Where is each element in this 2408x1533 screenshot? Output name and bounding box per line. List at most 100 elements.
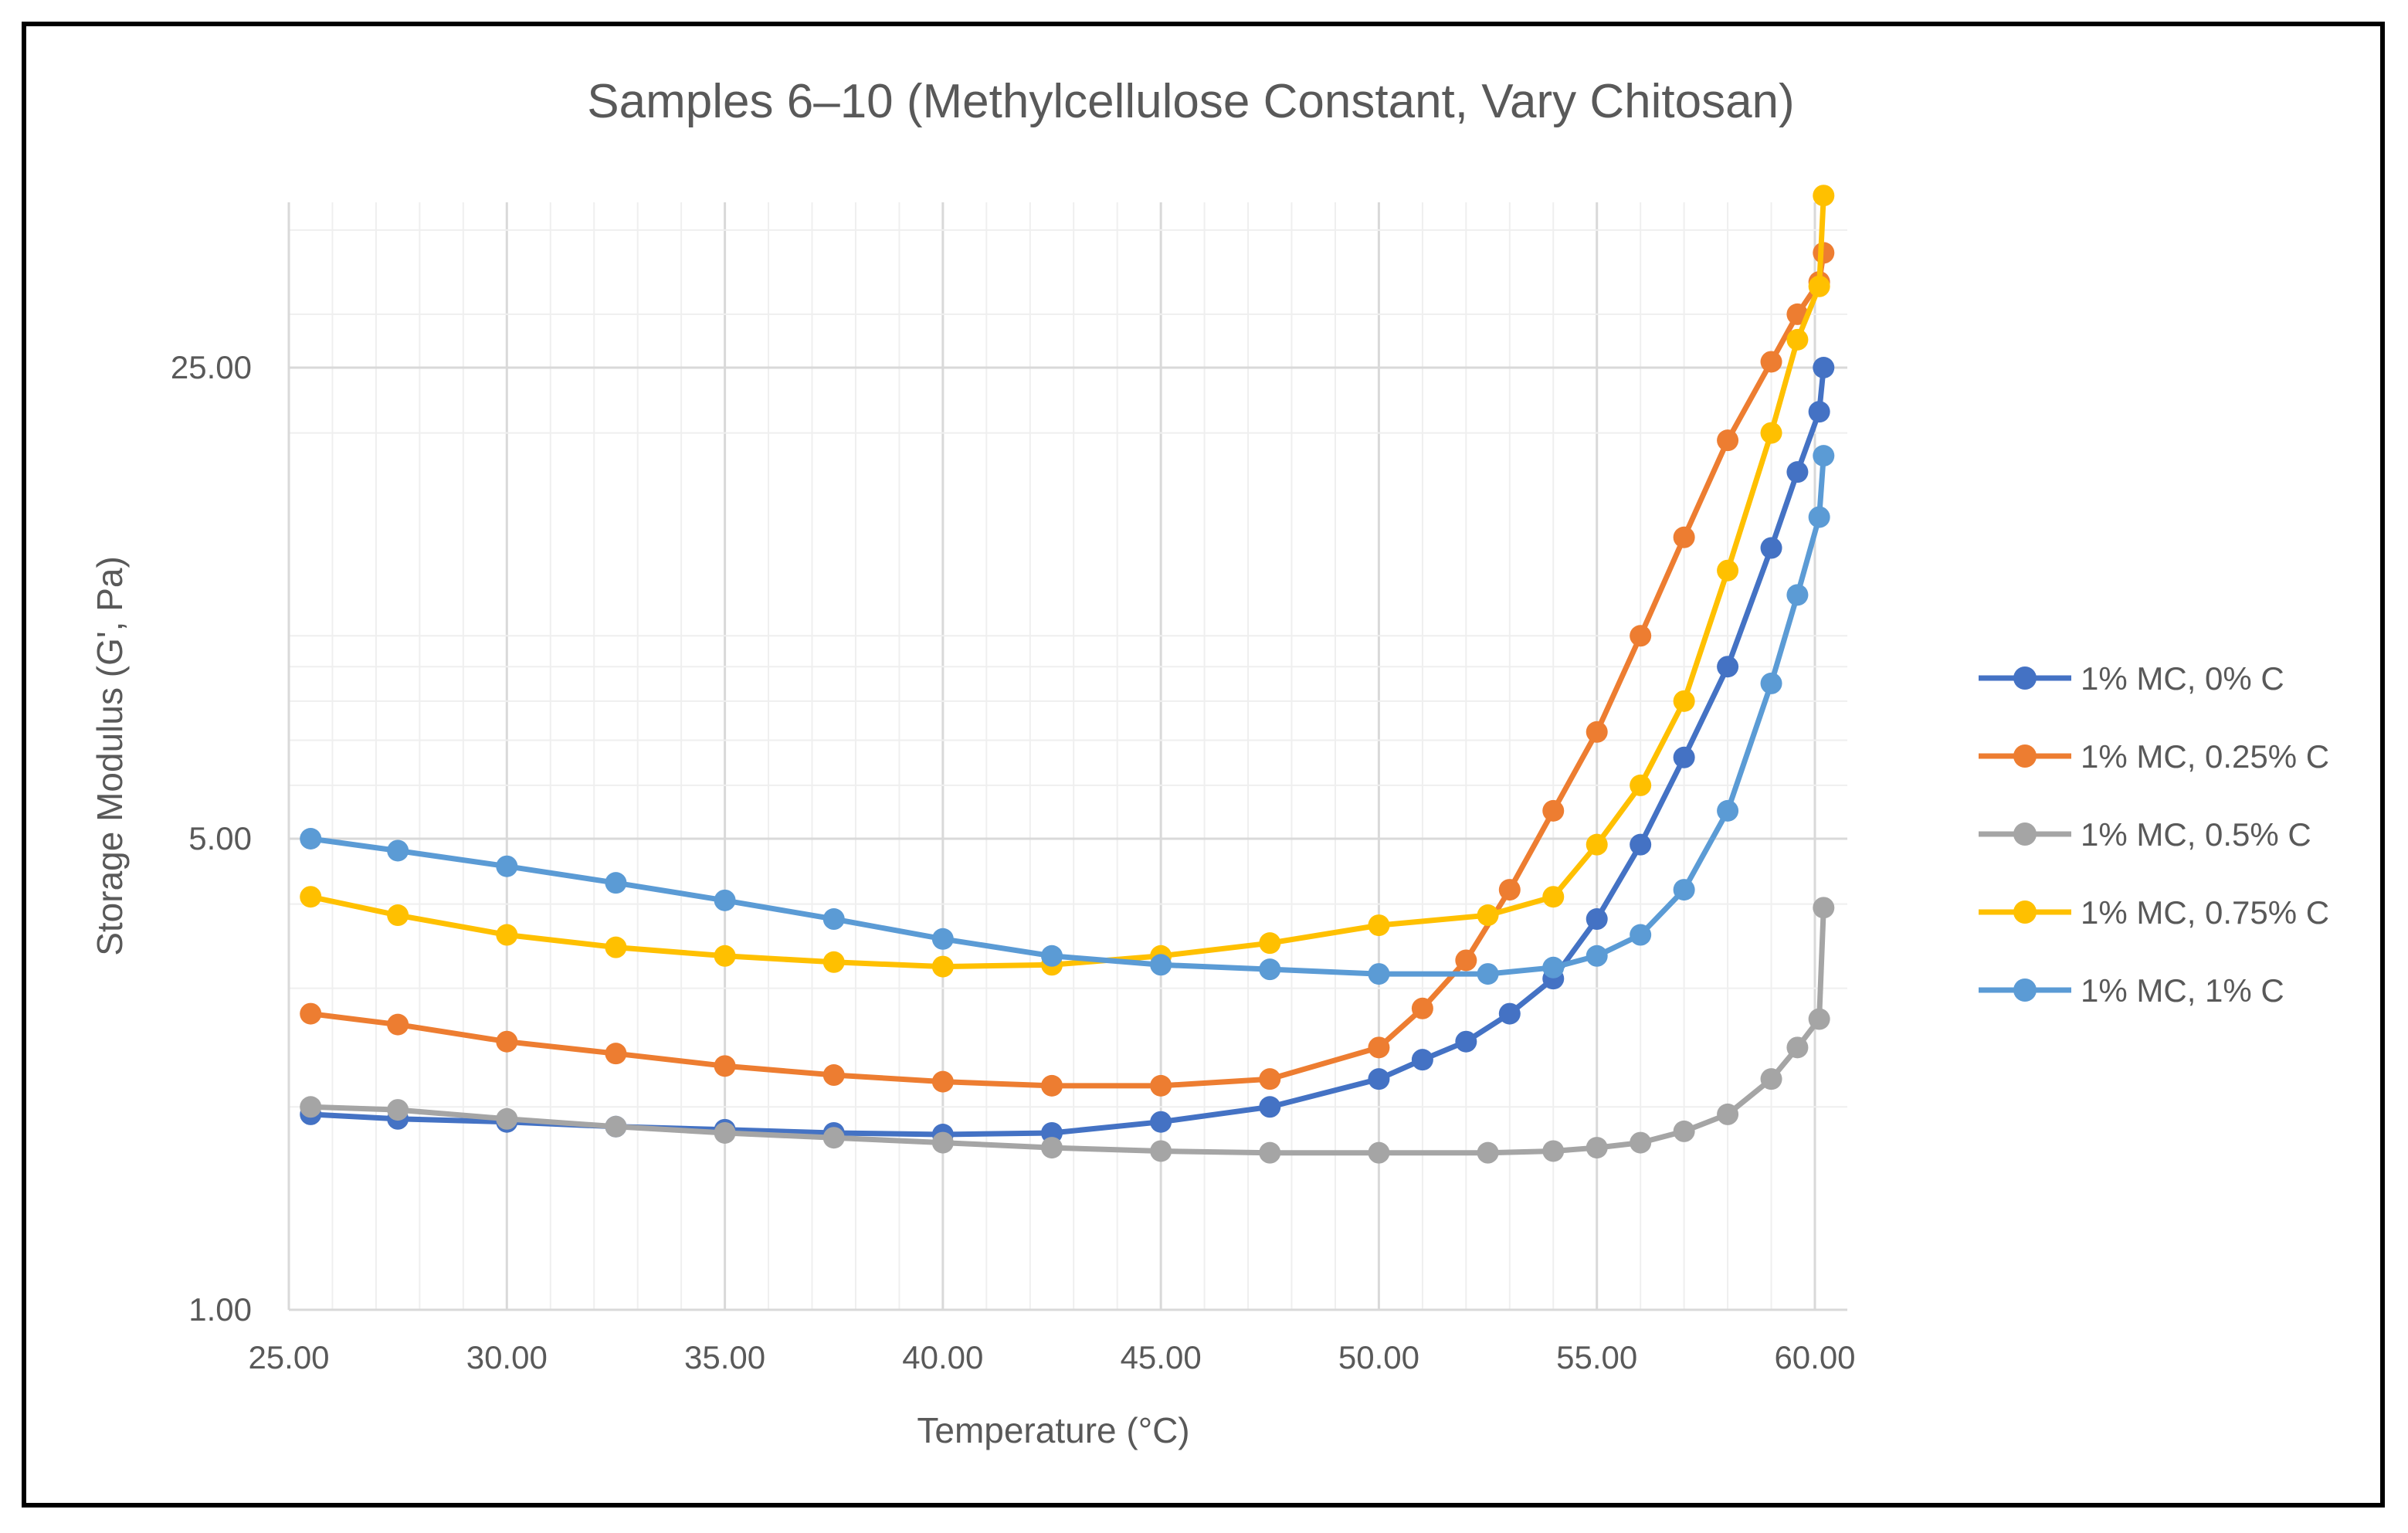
data-point [1786, 584, 1809, 606]
data-point [1586, 908, 1608, 931]
data-point [1259, 1096, 1281, 1118]
legend-marker [2013, 978, 2037, 1002]
data-point [1786, 461, 1809, 483]
data-point [1150, 1140, 1172, 1162]
data-point [1259, 958, 1281, 981]
data-point [496, 1107, 518, 1130]
data-point [1041, 1137, 1063, 1159]
x-tick-label: 35.00 [684, 1339, 765, 1375]
data-point [1760, 1068, 1782, 1090]
x-tick-label: 25.00 [248, 1339, 329, 1375]
data-point [1813, 357, 1835, 378]
data-point [1586, 945, 1608, 967]
data-point [1041, 1074, 1063, 1097]
data-point [1542, 886, 1565, 908]
x-tick-label: 50.00 [1338, 1339, 1419, 1375]
data-point [1813, 897, 1835, 919]
data-point [1760, 351, 1782, 373]
data-point [1673, 526, 1695, 548]
data-point [714, 1055, 736, 1077]
x-tick-label: 55.00 [1556, 1339, 1637, 1375]
x-tick-label: 45.00 [1121, 1339, 1202, 1375]
data-point [1498, 1002, 1521, 1025]
data-point [1542, 956, 1565, 978]
data-point [300, 828, 322, 850]
data-point [822, 1064, 845, 1087]
legend-marker [2013, 822, 2037, 846]
y-tick-label: 25.00 [171, 349, 252, 385]
data-point [1717, 559, 1739, 582]
legend-item: 1% MC, 1% C [1979, 972, 2284, 1009]
legend-item: 1% MC, 0% C [1979, 660, 2284, 697]
data-point [1455, 1030, 1477, 1053]
data-point [387, 904, 409, 927]
y-tick-label: 5.00 [188, 820, 252, 856]
data-point [1717, 799, 1739, 822]
data-point [822, 908, 845, 931]
data-point [387, 1013, 409, 1036]
data-point [1808, 1008, 1830, 1030]
data-point [1673, 746, 1695, 768]
data-point [496, 1030, 518, 1053]
data-point [931, 1070, 954, 1093]
axes [287, 202, 1847, 1311]
x-tick-labels: 25.00 30.00 35.00 40.00 45.00 50.00 55.00 60.00 [248, 1339, 1855, 1375]
legend-label: 1% MC, 0% C [2081, 660, 2284, 697]
data-point [605, 1115, 627, 1138]
data-point [1630, 774, 1652, 796]
data-point [1368, 914, 1390, 937]
data-point [1630, 625, 1652, 647]
series-4 [300, 185, 1835, 978]
data-point [300, 1096, 322, 1118]
data-point [931, 928, 954, 950]
data-point [387, 839, 409, 862]
data-point [1368, 1036, 1390, 1059]
legend-item: 1% MC, 0.5% C [1979, 816, 2311, 853]
data-point [1455, 949, 1477, 972]
data-point [605, 872, 627, 894]
data-point [1259, 1141, 1281, 1164]
data-point [496, 855, 518, 877]
data-point [1717, 656, 1739, 678]
chart-frame: Samples 6–10 (Methylcellulose Constant, … [22, 22, 2385, 1508]
data-point [1477, 963, 1499, 985]
legend-label: 1% MC, 0.25% C [2081, 738, 2329, 775]
data-point [496, 924, 518, 946]
x-tick-label: 30.00 [466, 1339, 548, 1375]
data-point [1808, 275, 1830, 297]
series-5 [300, 445, 1835, 985]
data-point [1586, 721, 1608, 743]
data-point [605, 1043, 627, 1065]
data-point [1813, 445, 1835, 467]
chart-title: Samples 6–10 (Methylcellulose Constant, … [587, 75, 1794, 128]
data-point [1786, 328, 1809, 351]
series-2 [300, 242, 1835, 1097]
legend-item: 1% MC, 0.75% C [1979, 894, 2329, 931]
data-point [1477, 904, 1499, 927]
data-point [1041, 945, 1063, 967]
data-point [300, 1002, 322, 1025]
data-point [1673, 879, 1695, 901]
data-point [1717, 429, 1739, 452]
grid [287, 202, 1847, 1311]
y-tick-label: 1.00 [188, 1291, 252, 1328]
data-point [1586, 1137, 1608, 1159]
data-point [1760, 672, 1782, 694]
data-point [1717, 1103, 1739, 1125]
data-point [605, 936, 627, 958]
data-point [1813, 185, 1835, 207]
legend-label: 1% MC, 0.75% C [2081, 894, 2329, 931]
data-point [1368, 963, 1390, 985]
data-point [1477, 1141, 1499, 1164]
data-point [1542, 799, 1565, 822]
data-point [1673, 690, 1695, 712]
data-point [822, 1127, 845, 1149]
data-point [1368, 1141, 1390, 1164]
data-point [1760, 537, 1782, 559]
data-point [300, 886, 322, 908]
plot-area [300, 185, 1835, 1164]
x-tick-label: 40.00 [902, 1339, 983, 1375]
chart-svg: Samples 6–10 (Methylcellulose Constant, … [90, 75, 2329, 1450]
data-point [1498, 879, 1521, 901]
y-axis-label: Storage Modulus (G', Pa) [90, 556, 130, 956]
